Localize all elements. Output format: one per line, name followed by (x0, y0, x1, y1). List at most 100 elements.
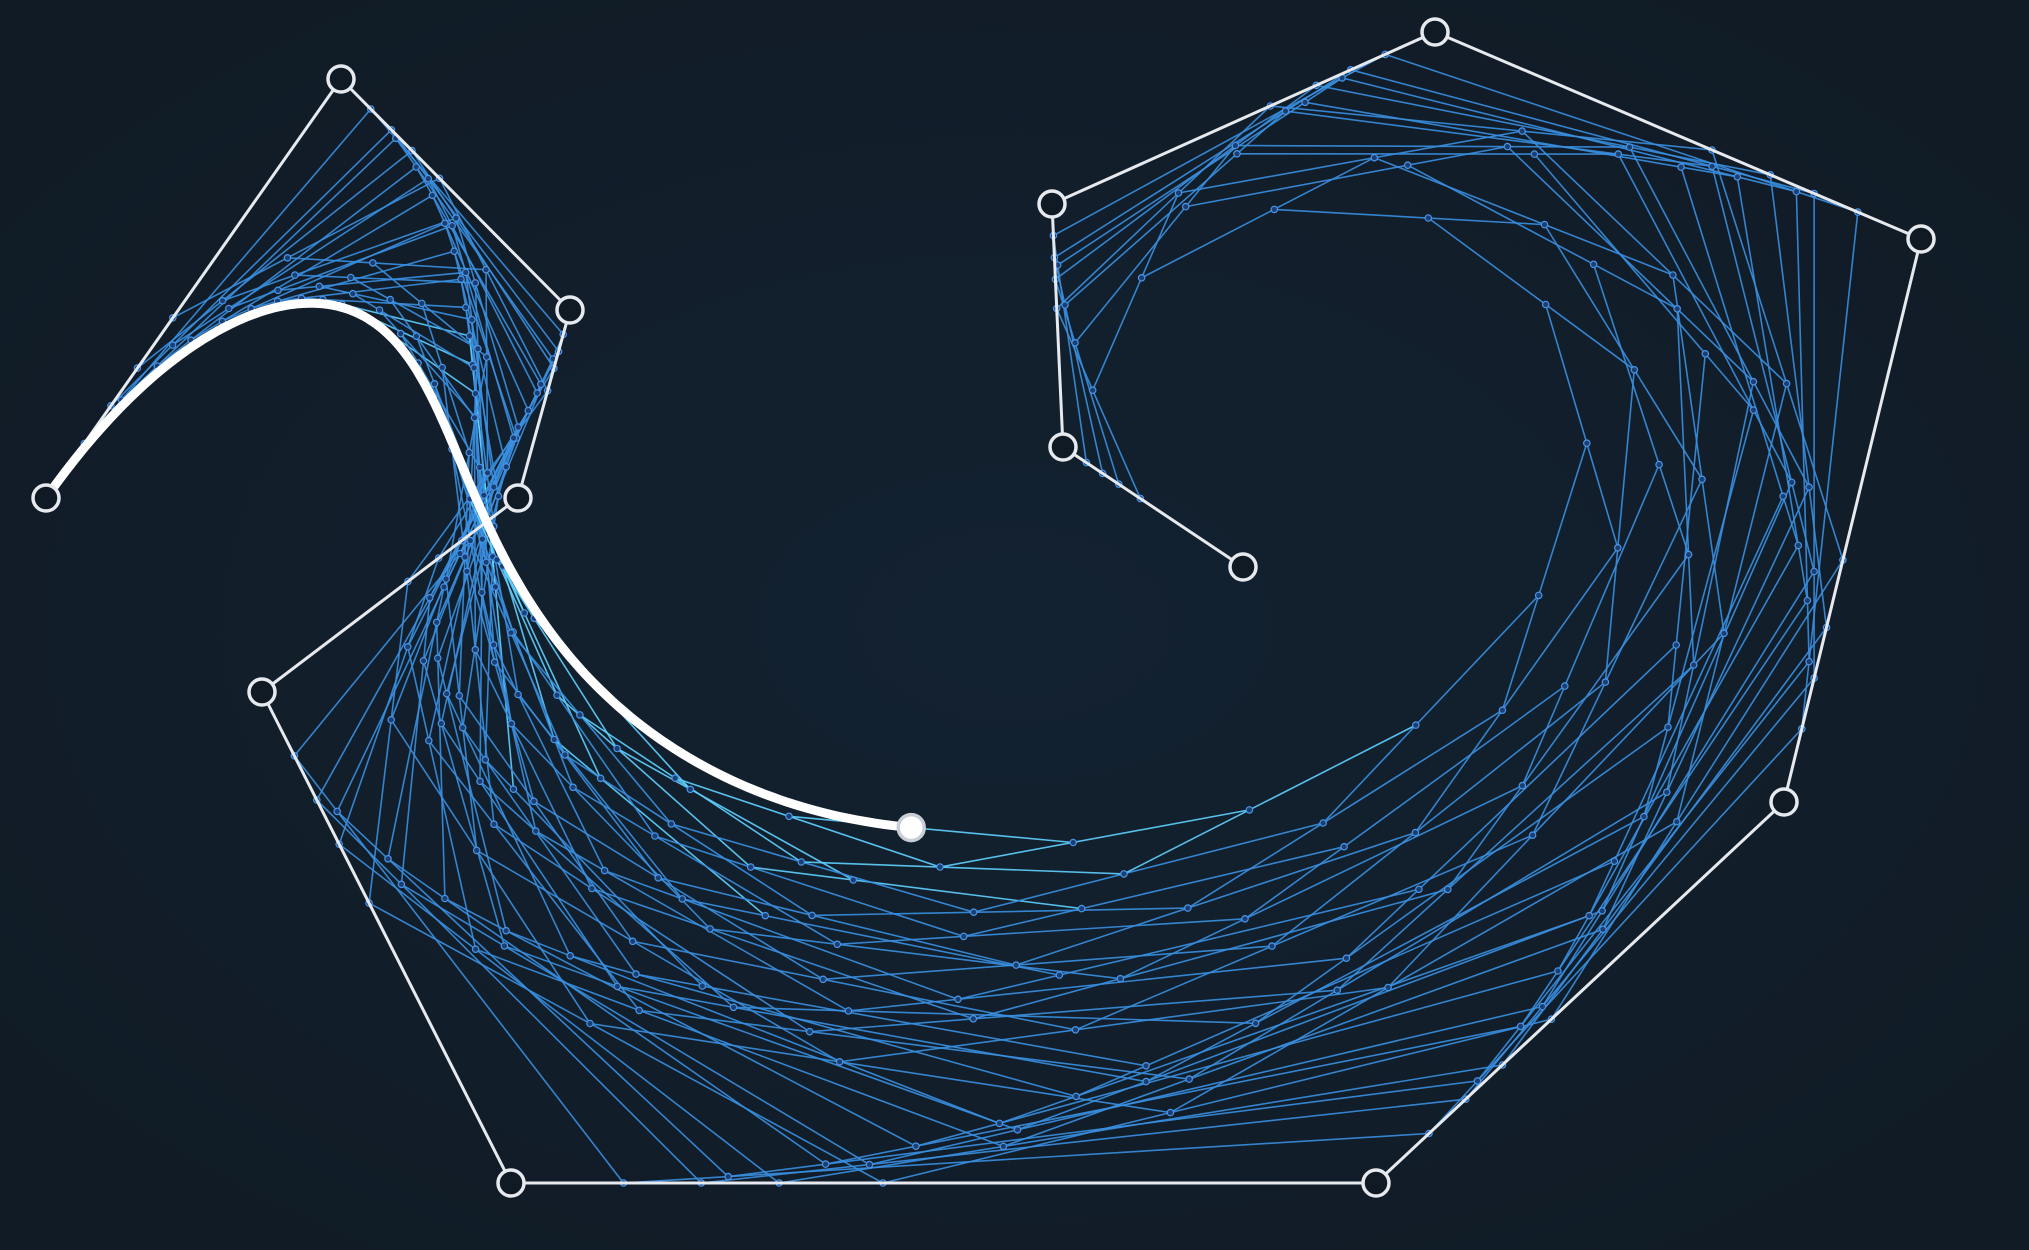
control-point-p8[interactable] (1906, 224, 1936, 254)
construction-point (524, 406, 533, 415)
construction-point (954, 995, 962, 1004)
construction-point (1794, 541, 1803, 550)
construction-point (368, 259, 377, 267)
control-point-p7[interactable] (1769, 787, 1799, 817)
construction-point (483, 468, 492, 477)
construction-point (490, 820, 498, 829)
construction-point (999, 1142, 1008, 1151)
construction-point (936, 863, 944, 871)
construction-point (463, 567, 471, 576)
construction-point (533, 389, 542, 397)
construction-point (489, 641, 498, 649)
construction-point (1803, 596, 1812, 605)
construction-point (678, 895, 687, 903)
construction-point (1528, 831, 1537, 840)
construction-line-t3-level5 (441, 217, 1636, 981)
construction-point (465, 332, 474, 340)
construction-point (1614, 150, 1623, 158)
construction-point (452, 214, 460, 222)
construction-point (805, 1027, 814, 1036)
construction-line-t1-level7 (378, 309, 1420, 1001)
construction-point (1055, 971, 1064, 979)
construction-point (458, 723, 467, 732)
bezier-curve-traced (41, 298, 916, 833)
construction-point (1561, 682, 1569, 690)
control-point-p0[interactable] (31, 483, 61, 513)
construction-point (1174, 189, 1183, 197)
construction-point (218, 296, 227, 305)
construction-point (1403, 161, 1412, 170)
construction-point (1184, 904, 1192, 912)
construction-point (530, 797, 538, 806)
control-point-p1[interactable] (326, 64, 356, 94)
construction-line-t0-level1 (83, 53, 1859, 1184)
construction-point (225, 304, 233, 313)
construction-point (461, 303, 470, 312)
construction-point (1625, 143, 1634, 151)
construction-point (561, 751, 569, 759)
construction-point (1120, 870, 1128, 878)
construction-point (566, 951, 575, 960)
control-point-p2[interactable] (555, 295, 585, 325)
construction-point (1805, 657, 1813, 666)
construction-point (1599, 925, 1607, 934)
construction-point (1701, 349, 1710, 358)
control-point-p12[interactable] (1228, 552, 1258, 582)
construction-point (448, 221, 457, 230)
construction-point (671, 774, 679, 782)
construction-point (1673, 304, 1682, 313)
construction-point (1333, 986, 1342, 995)
construction-point (348, 289, 357, 298)
construction-point (514, 423, 523, 431)
construction-point (1589, 260, 1598, 269)
construction-point (569, 783, 577, 792)
construction-point (1554, 967, 1562, 975)
construction-point (761, 911, 770, 920)
control-point-p4[interactable] (247, 677, 277, 707)
construction-point (586, 1019, 594, 1028)
construction-point (1166, 1108, 1175, 1117)
construction-point (1370, 153, 1379, 162)
control-point-p11[interactable] (1048, 432, 1078, 462)
construction-point (1301, 98, 1309, 107)
construction-point (471, 279, 480, 287)
control-point-p6[interactable] (1361, 1168, 1391, 1198)
construction-point (1630, 365, 1639, 374)
construction-point (315, 282, 324, 291)
construction-line-t3-level1 (172, 105, 1844, 1184)
construction-point (502, 462, 511, 471)
construction-point (651, 832, 659, 840)
construction-point (1142, 1062, 1150, 1070)
construction-point (959, 932, 968, 941)
construction-point (1444, 885, 1452, 894)
curve-tracer-point[interactable] (896, 812, 926, 843)
construction-point (1677, 163, 1685, 171)
construction-point (500, 942, 509, 950)
construction-point (969, 908, 978, 917)
construction-point (433, 654, 442, 663)
construction-point (1012, 961, 1020, 969)
control-point-p10[interactable] (1037, 189, 1067, 219)
construction-point (1540, 220, 1549, 229)
construction-point (1810, 567, 1818, 576)
construction-point (474, 344, 482, 353)
construction-point (1672, 641, 1681, 649)
construction-point (1473, 1077, 1482, 1085)
construction-point (490, 658, 499, 666)
construction-line-t1-level1 (110, 68, 1815, 1184)
construction-point (849, 876, 858, 884)
construction-point (475, 463, 484, 472)
construction-point (1251, 1019, 1260, 1028)
construction-line-t1-level3 (228, 153, 1793, 1131)
construction-point (1231, 141, 1240, 150)
construction-point (1518, 781, 1527, 790)
construction-point (576, 711, 584, 719)
construction-point (478, 535, 487, 543)
construction-point (1142, 1077, 1150, 1086)
construction-point (494, 492, 503, 501)
control-point-p5[interactable] (496, 1168, 526, 1198)
construction-point (1655, 460, 1663, 469)
control-point-p9[interactable] (1420, 17, 1450, 47)
construction-point (1684, 550, 1693, 559)
control-point-p3[interactable] (503, 483, 533, 513)
